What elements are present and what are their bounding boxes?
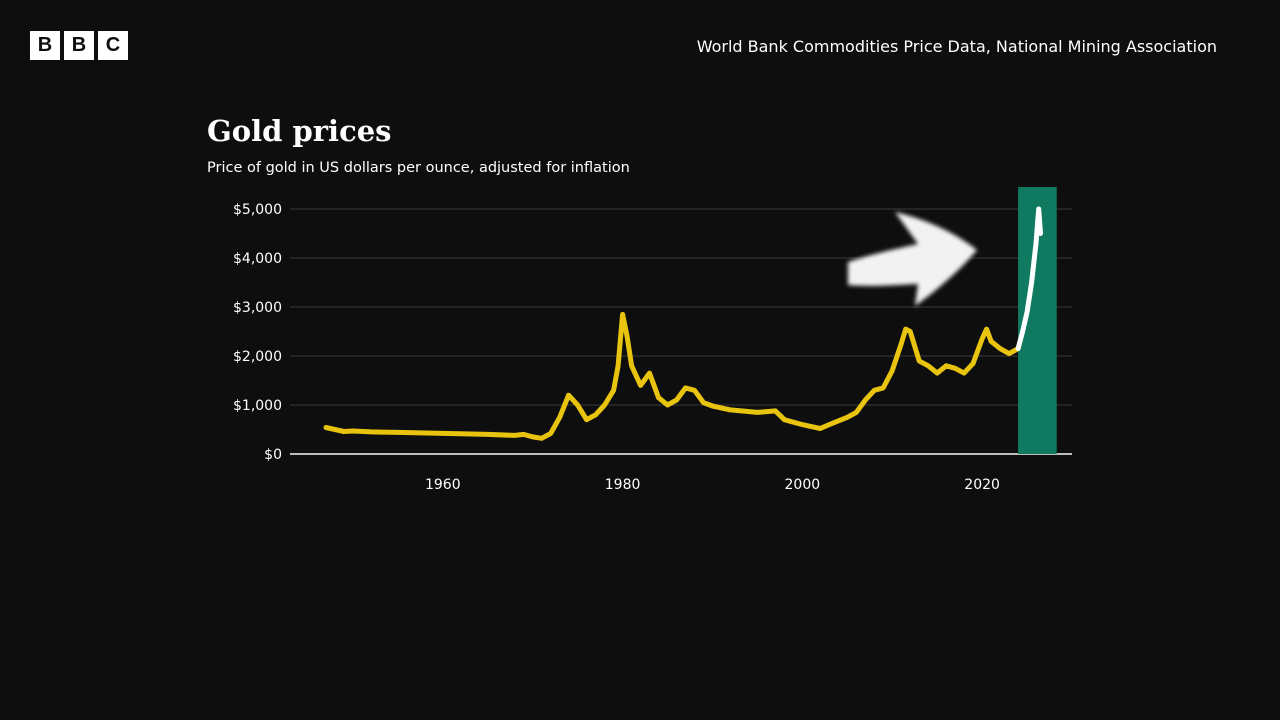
source-credit: World Bank Commodities Price Data, Natio… [696,37,1217,56]
y-tick-label: $4,000 [233,251,282,267]
recent-price-line [1015,206,1043,352]
grid-lines [290,208,1072,455]
x-tick-label: 1960 [425,477,461,493]
bbc-logo-letter: B [30,31,60,60]
chart-subtitle: Price of gold in US dollars per ounce, a… [207,160,630,176]
y-tick-label: $2,000 [233,349,282,365]
bbc-logo-letter: B [64,31,94,60]
y-tick-label: $3,000 [233,300,282,316]
y-tick-label: $1,000 [233,398,282,414]
gold-price-line [323,311,1021,441]
y-tick-label: $0 [264,447,282,463]
arrow-icon [848,212,977,306]
x-tick-label: 2000 [785,477,821,493]
series-layer [323,206,1043,441]
bbc-logo-letter: C [98,31,128,60]
x-tick-label: 2020 [964,477,1000,493]
x-tick-label: 1980 [605,477,641,493]
bbc-logo: B B C [30,31,128,60]
chart-title: Gold prices [207,114,392,148]
y-tick-label: $5,000 [233,202,282,218]
tick-labels: $0 $1,000 $2,000 $3,000 $4,000 $5,000 1960 1980… [233,202,1000,493]
